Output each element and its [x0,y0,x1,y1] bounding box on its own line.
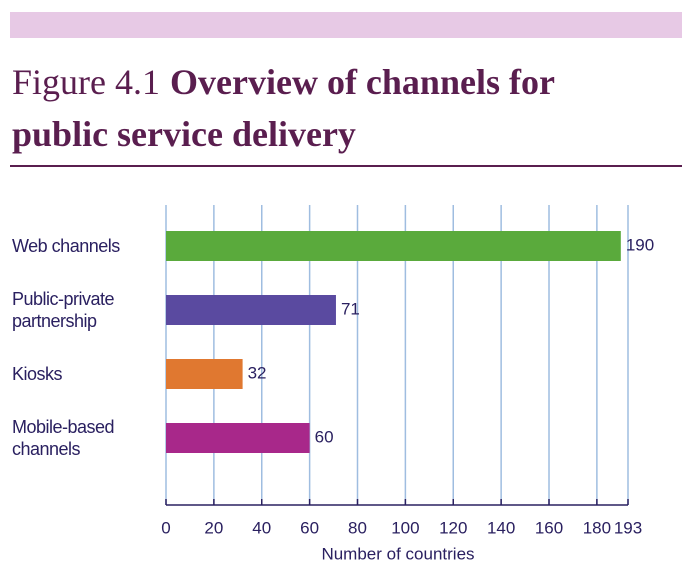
figure-label: Figure 4.1 [12,62,160,102]
chart-title: Figure 4.1 Overview of channels for publi… [12,56,612,160]
title-text: Overview of channels for public service … [12,62,555,154]
category-label: Public-private partnership [12,289,115,331]
x-tick-label: 20 [204,518,223,537]
x-tick-label: 120 [439,518,467,537]
x-tick-label: 40 [252,518,271,537]
category-label: Web channels [12,236,120,256]
category-label: Mobile-based channels [12,417,115,459]
x-tick-label: 180 [583,518,611,537]
bar [166,359,243,389]
x-tick-label: 140 [487,518,515,537]
header-band [10,12,682,38]
x-tick-label: 193 [614,518,642,537]
bar [166,423,310,453]
value-label: 71 [341,299,360,318]
x-tick-label: 80 [348,518,367,537]
x-tick-label: 0 [161,518,170,537]
value-label: 32 [248,363,267,382]
title-rule [10,165,682,167]
value-label: 190 [626,235,654,254]
x-axis-label: Number of countries [321,544,474,563]
bar [166,295,336,325]
x-tick-label: 100 [391,518,419,537]
bar [166,231,621,261]
x-tick-label: 160 [535,518,563,537]
category-label: Kiosks [12,364,63,384]
x-tick-label: 60 [300,518,319,537]
value-label: 60 [315,427,334,446]
